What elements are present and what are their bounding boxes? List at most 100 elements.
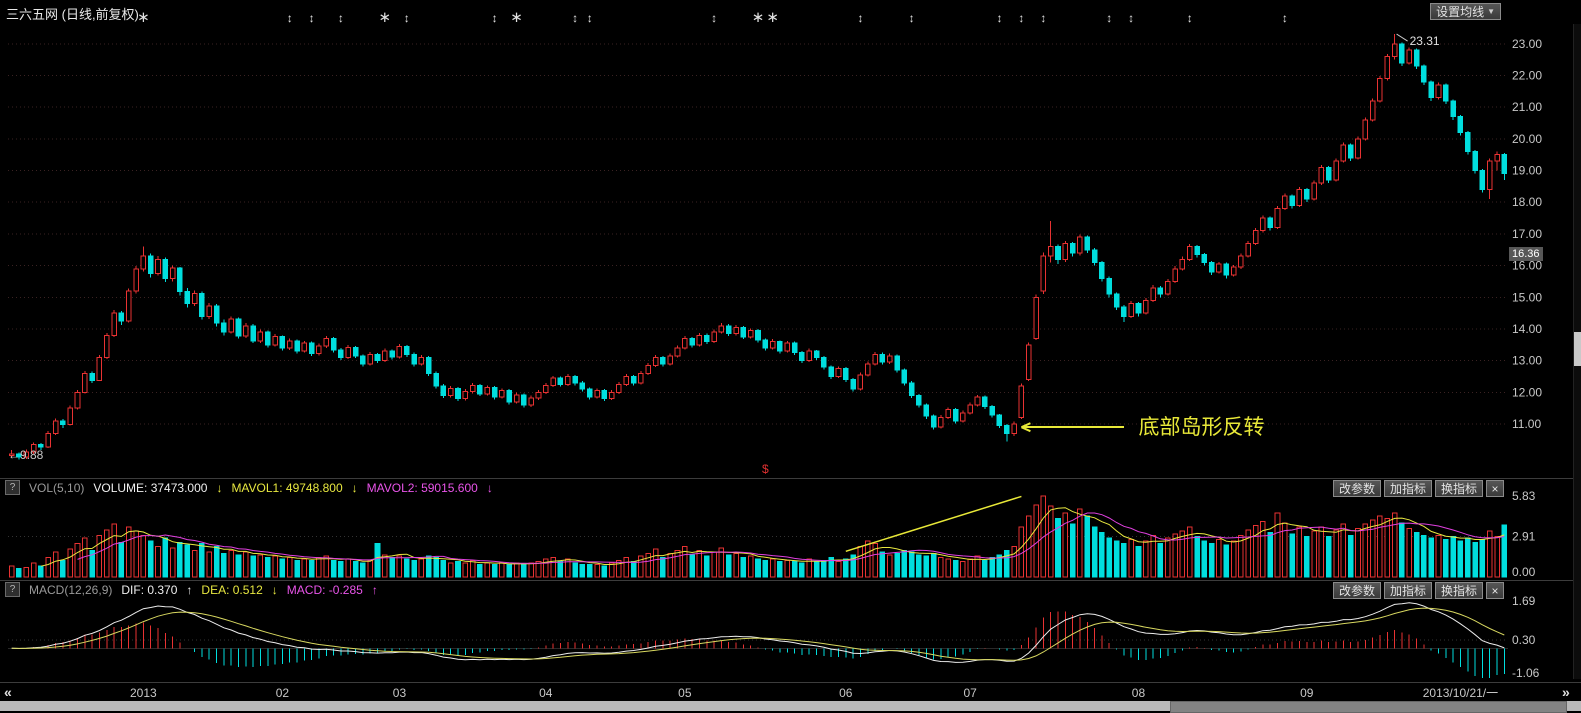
mavol2-arrow-icon: ↓ <box>486 480 493 495</box>
svg-text:06: 06 <box>839 686 853 700</box>
svg-text:07: 07 <box>964 686 978 700</box>
volume-panel-header: ? VOL(5,10) VOLUME: 37473.000 ↓ MAVOL1: … <box>5 480 493 495</box>
svg-text:↕: ↕ <box>587 11 593 25</box>
svg-text:-1.06: -1.06 <box>1512 666 1540 680</box>
svg-text:↕: ↕ <box>309 11 315 25</box>
change-params-button[interactable]: 改参数 <box>1332 480 1381 497</box>
close-panel-icon[interactable]: × <box>1486 582 1504 599</box>
volume-panel-buttons: 改参数 加指标 换指标 × <box>1332 480 1504 497</box>
svg-text:↕: ↕ <box>857 11 863 25</box>
svg-text:↕: ↕ <box>287 11 293 25</box>
svg-text:21.00: 21.00 <box>1512 100 1542 114</box>
macd-arrow-icon: ↑ <box>371 582 378 597</box>
svg-text:↕: ↕ <box>1187 11 1193 25</box>
svg-text:↕: ↕ <box>338 11 344 25</box>
svg-text:↕: ↕ <box>1040 11 1046 25</box>
svg-text:2013: 2013 <box>130 686 157 700</box>
svg-text:16.00: 16.00 <box>1512 259 1542 273</box>
svg-text:04: 04 <box>539 686 553 700</box>
svg-text:18.00: 18.00 <box>1512 195 1542 209</box>
switch-indicator-button[interactable]: 换指标 <box>1434 480 1483 497</box>
stock-title: 三六五网 (日线,前复权) <box>6 7 139 22</box>
event-markers: ∗ ↕ ↕ ↕ ∗ ↕ ↕ ∗ ↕ ↕ ↕ ∗ ∗ ↕ ↕ ↕ ↕ ↕ ↕ ↕ ↕ ↕$ <box>137 9 1288 476</box>
svg-text:∗: ∗ <box>752 9 765 26</box>
svg-text:02: 02 <box>276 686 290 700</box>
svg-text:↕: ↕ <box>492 11 498 25</box>
mavol2-value: MAVOL2: 59015.600 <box>366 480 478 495</box>
dif-arrow-icon: ↑ <box>186 582 193 597</box>
svg-text:17.00: 17.00 <box>1512 227 1542 241</box>
svg-text:∗: ∗ <box>510 9 523 26</box>
volume-arrow-icon: ↓ <box>216 480 223 495</box>
svg-text:0.00: 0.00 <box>1512 565 1536 579</box>
add-indicator-button[interactable]: 加指标 <box>1383 582 1432 599</box>
price-badge: 16.36 <box>1509 247 1543 261</box>
svg-text:14.00: 14.00 <box>1512 322 1542 336</box>
help-icon[interactable]: ? <box>5 582 20 597</box>
svg-text:05: 05 <box>678 686 692 700</box>
svg-text:1.69: 1.69 <box>1512 594 1536 608</box>
svg-text:20.00: 20.00 <box>1512 132 1542 146</box>
macd-panel-buttons: 改参数 加指标 换指标 × <box>1332 582 1504 599</box>
change-params-button[interactable]: 改参数 <box>1332 582 1381 599</box>
svg-text:09: 09 <box>1300 686 1314 700</box>
svg-text:08: 08 <box>1132 686 1146 700</box>
switch-indicator-button[interactable]: 换指标 <box>1434 582 1483 599</box>
mavol1-arrow-icon: ↓ <box>351 480 358 495</box>
svg-text:0.30: 0.30 <box>1512 633 1536 647</box>
svg-text:↕: ↕ <box>711 11 717 25</box>
svg-text:↕: ↕ <box>1282 11 1288 25</box>
svg-text:5.83: 5.83 <box>1512 489 1536 503</box>
separator-vol-macd <box>0 580 1581 581</box>
macd-value: MACD: -0.285 <box>286 582 363 597</box>
mavol1-value: MAVOL1: 49748.800 <box>231 480 343 495</box>
axis-labels: 23.00 22.00 21.00 20.00 19.00 18.00 17.00 16.00… <box>1512 37 1542 680</box>
svg-text:底部岛形反转: 底部岛形反转 <box>1138 416 1264 439</box>
svg-text:↕: ↕ <box>996 11 1002 25</box>
close-panel-icon[interactable]: × <box>1486 480 1504 497</box>
help-icon[interactable]: ? <box>5 480 20 495</box>
candles-layer <box>8 34 1508 460</box>
dea-arrow-icon: ↓ <box>271 582 278 597</box>
svg-text:↕: ↕ <box>404 11 410 25</box>
svg-text:11.00: 11.00 <box>1512 417 1541 431</box>
horizontal-scrollbar-handle[interactable] <box>1170 701 1567 713</box>
vol-indicator-name[interactable]: VOL(5,10) <box>29 480 85 495</box>
scroll-right-button[interactable]: » <box>1562 684 1570 700</box>
annotations-layer: 底部岛形反转 23.31 ←9.88 <box>8 33 1440 553</box>
volume-value: VOLUME: 37473.000 <box>93 480 208 495</box>
svg-text:19.00: 19.00 <box>1512 164 1542 178</box>
volume-layer <box>8 495 1508 578</box>
macd-indicator-name[interactable]: MACD(12,26,9) <box>29 582 113 597</box>
vertical-scrollbar-handle[interactable] <box>1574 332 1581 366</box>
svg-text:←9.88: ←9.88 <box>8 448 44 462</box>
scroll-left-button[interactable]: « <box>4 684 12 700</box>
svg-text:2.91: 2.91 <box>1512 530 1536 544</box>
svg-text:↕: ↕ <box>572 11 578 25</box>
separator-macd-time <box>0 682 1581 683</box>
svg-text:22.00: 22.00 <box>1512 69 1542 83</box>
ma-settings-label: 设置均线 <box>1436 5 1485 19</box>
svg-text:$: $ <box>762 462 769 476</box>
svg-text:03: 03 <box>393 686 407 700</box>
svg-text:∗: ∗ <box>766 9 779 26</box>
ma-settings-button[interactable]: 设置均线 ▼ <box>1430 3 1501 20</box>
svg-text:∗: ∗ <box>137 9 150 26</box>
svg-text:23.31: 23.31 <box>1410 34 1440 48</box>
dea-value: DEA: 0.512 <box>201 582 263 597</box>
dif-value: DIF: 0.370 <box>121 582 178 597</box>
svg-text:↕: ↕ <box>1106 11 1112 25</box>
add-indicator-button[interactable]: 加指标 <box>1383 480 1432 497</box>
svg-text:12.00: 12.00 <box>1512 385 1542 399</box>
separator-main-vol <box>0 478 1581 479</box>
macd-panel-header: ? MACD(12,26,9) DIF: 0.370 ↑ DEA: 0.512 … <box>5 582 378 597</box>
horizontal-scrollbar-track[interactable] <box>0 701 1581 711</box>
svg-text:↕: ↕ <box>1018 11 1024 25</box>
svg-text:↕: ↕ <box>909 11 915 25</box>
svg-text:↕: ↕ <box>1128 11 1134 25</box>
svg-text:23.00: 23.00 <box>1512 37 1542 51</box>
time-axis-labels: 2013 02 03 04 05 06 07 08 09 2013/10/21/一 <box>130 686 1498 700</box>
chevron-down-icon: ▼ <box>1487 7 1495 16</box>
